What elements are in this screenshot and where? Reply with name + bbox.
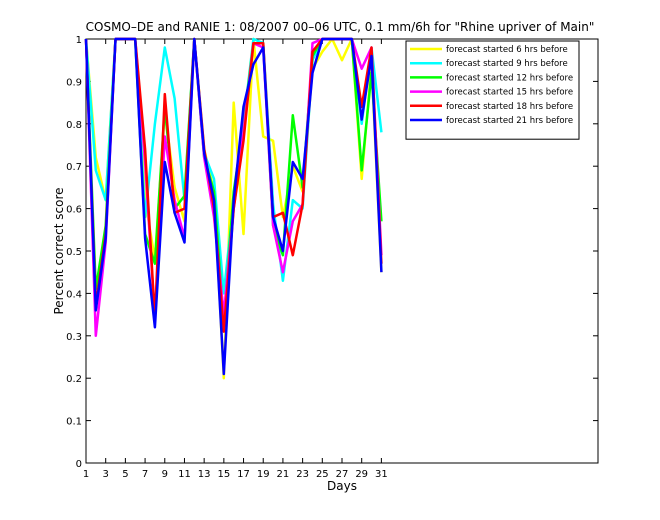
x-tick-label: 17 bbox=[237, 469, 250, 480]
legend-label-3: forecast started 12 hrs before bbox=[446, 73, 573, 83]
x-tick-label: 1 bbox=[83, 469, 89, 480]
x-tick-label: 5 bbox=[122, 469, 128, 480]
chart-title: COSMO–DE and RANIE 1: 08/2007 00–06 UTC,… bbox=[86, 20, 595, 34]
y-tick-label: 0.1 bbox=[66, 417, 82, 428]
legend-label-5: forecast started 18 hrs before bbox=[446, 102, 573, 112]
x-tick-label: 19 bbox=[257, 469, 270, 480]
x-tick-label: 3 bbox=[103, 469, 109, 480]
y-axis-label: Percent correct score bbox=[52, 187, 66, 314]
x-tick-label: 29 bbox=[355, 469, 368, 480]
x-tick-label: 15 bbox=[217, 469, 230, 480]
y-tick-label: 1 bbox=[76, 35, 82, 46]
x-tick-label: 25 bbox=[316, 469, 329, 480]
y-tick-label: 0.7 bbox=[66, 162, 82, 173]
x-tick-label: 11 bbox=[178, 469, 191, 480]
y-tick-label: 0.2 bbox=[66, 374, 82, 385]
series-lines bbox=[84, 37, 383, 380]
x-tick-label: 9 bbox=[162, 469, 168, 480]
x-tick-label: 7 bbox=[142, 469, 148, 480]
y-tick-label: 0.4 bbox=[66, 289, 82, 300]
y-tick-label: 0.3 bbox=[66, 332, 82, 343]
y-tick-label: 0.6 bbox=[66, 205, 82, 216]
legend-label-6: forecast started 21 hrs before bbox=[446, 116, 573, 126]
x-tick-label: 13 bbox=[198, 469, 211, 480]
legend-label-1: forecast started 6 hrs before bbox=[446, 45, 568, 55]
y-tick-label: 0 bbox=[76, 459, 82, 470]
x-tick-label: 27 bbox=[336, 469, 349, 480]
x-tick-label: 21 bbox=[277, 469, 290, 480]
y-tick-label: 0.8 bbox=[66, 120, 82, 131]
axis-ticks: 1 3 5 7 9 11 13 15 17 19 21 23 25 27 29 3100.10.20.30.4… bbox=[66, 35, 598, 480]
legend-label-2: forecast started 9 hrs before bbox=[446, 59, 568, 69]
legend: forecast started 6 hrs before forecast st… bbox=[405, 40, 580, 140]
y-tick-label: 0.9 bbox=[66, 77, 82, 88]
legend-label-4: forecast started 15 hrs before bbox=[446, 88, 573, 98]
x-axis-label: Days bbox=[327, 479, 357, 493]
y-tick-label: 0.5 bbox=[66, 247, 82, 258]
x-tick-label: 31 bbox=[375, 469, 388, 480]
x-tick-label: 23 bbox=[296, 469, 309, 480]
series-line-6 bbox=[84, 37, 383, 376]
legend-box bbox=[405, 40, 580, 140]
